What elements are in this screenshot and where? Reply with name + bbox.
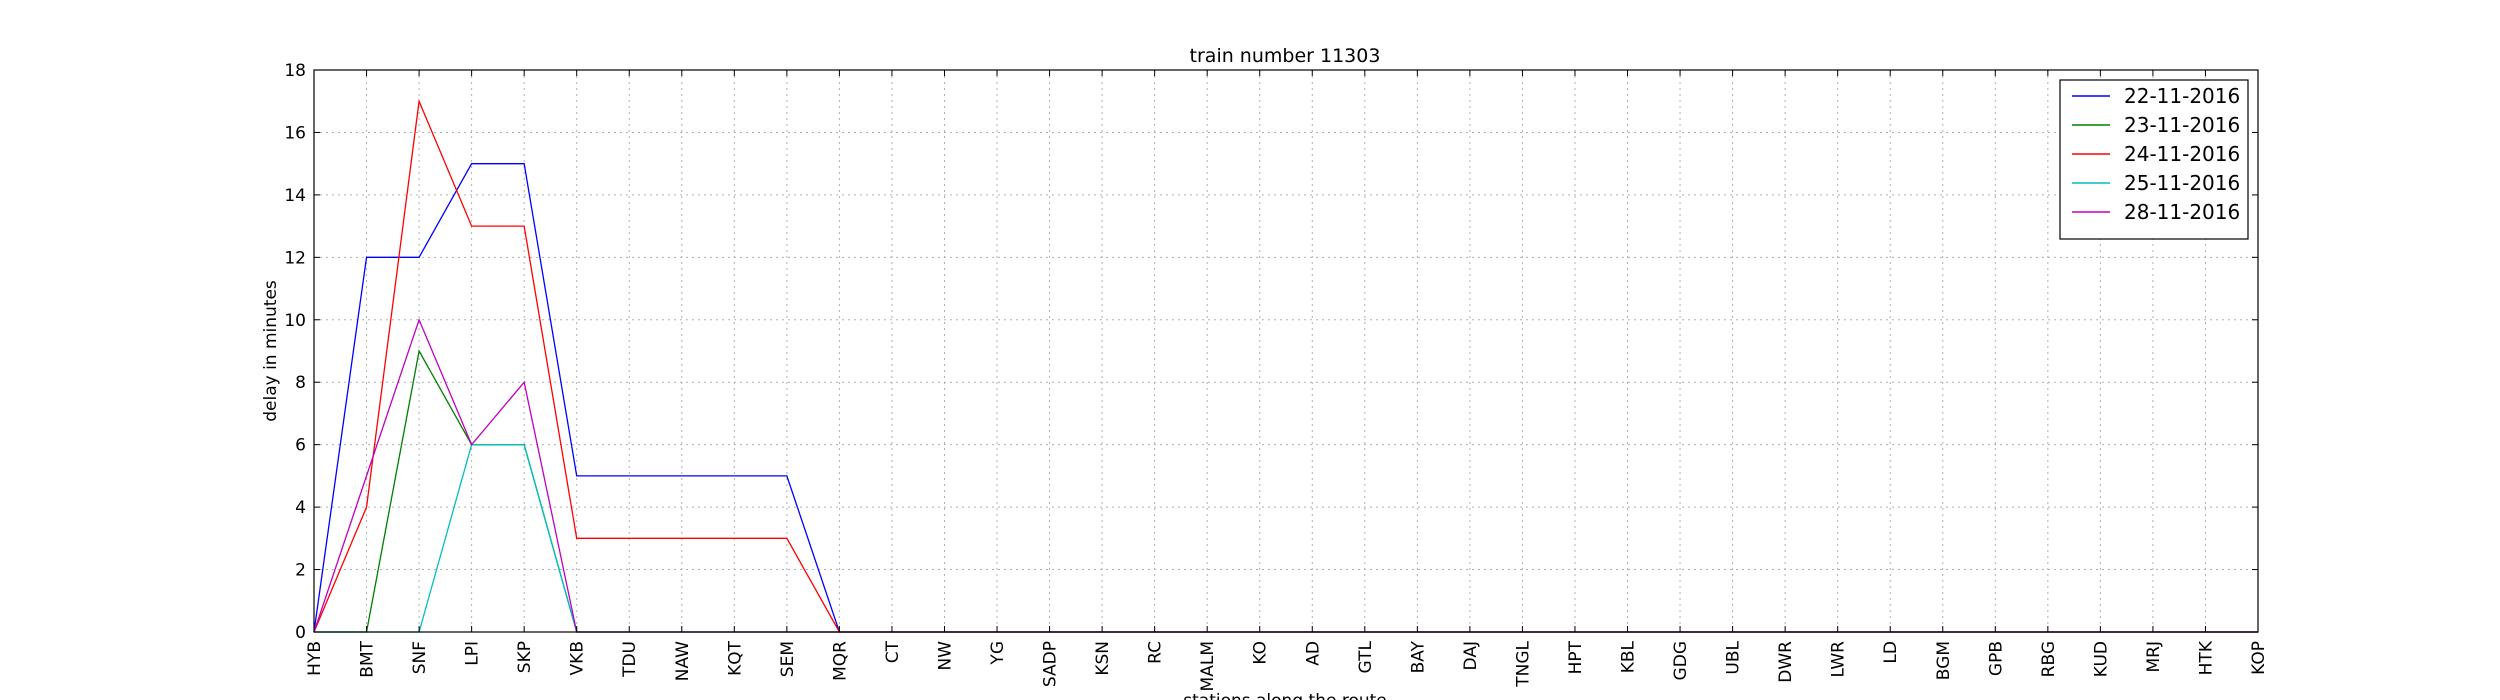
grid: [313, 69, 2259, 633]
x-tick-label: KQT: [725, 640, 745, 676]
x-axis-tick-labels: HYB BMT SNF LPI SKP VKB TDU NAW KQT SEM MQR CT NW YG S…: [305, 640, 2269, 691]
series-line-23-11-2016: [314, 349, 2258, 633]
x-tick-label: RBG: [2039, 641, 2059, 677]
x-tick-label: YG: [988, 641, 1008, 666]
series-lines: [313, 98, 2258, 633]
y-tick-label: 14: [284, 186, 306, 206]
x-axis-label: stations along the route: [1183, 691, 1387, 700]
x-tick-label: TDU: [620, 641, 640, 678]
y-tick-label: 18: [284, 61, 306, 81]
y-axis-tick-labels: 0 2 4 6 8 10 12 14 16 18: [284, 61, 306, 643]
x-tick-label: SNF: [410, 641, 430, 674]
x-tick-label: CT: [883, 640, 903, 663]
x-tick-label: MQR: [830, 641, 850, 681]
legend-entry: 22-11-2016: [2124, 84, 2240, 108]
y-tick-label: 12: [284, 248, 306, 268]
x-tick-label: MRJ: [2144, 641, 2164, 673]
x-tick-label: DWR: [1776, 641, 1796, 683]
x-tick-label: BGM: [1934, 641, 1954, 680]
x-tick-label: GPB: [1986, 641, 2006, 676]
series-line-22-11-2016: [313, 163, 2258, 633]
y-tick-label: 0: [295, 623, 306, 643]
x-tick-label: UBL: [1724, 640, 1744, 674]
x-tick-label: KOP: [2249, 641, 2269, 675]
legend-entry: 28-11-2016: [2124, 200, 2240, 224]
x-tick-label: VKB: [568, 641, 588, 675]
x-tick-label: KSN: [1093, 641, 1113, 676]
x-tick-label: GTL: [1356, 640, 1376, 673]
x-tick-label: HYB: [305, 641, 325, 676]
x-tick-label: HTK: [2196, 640, 2216, 675]
x-tick-label: SADP: [1041, 641, 1061, 687]
y-tick-label: 2: [295, 561, 306, 581]
x-tick-label: HPT: [1566, 640, 1586, 674]
x-tick-label: NAW: [673, 641, 693, 681]
y-axis-label: delay in minutes: [261, 280, 281, 422]
x-tick-label: DAJ: [1461, 641, 1481, 670]
x-tick-label: LPI: [463, 641, 483, 666]
x-tick-label: SKP: [515, 641, 535, 673]
x-tick-label: LWR: [1829, 641, 1849, 678]
x-tick-label: GDG: [1671, 641, 1691, 680]
x-tick-label: KBL: [1619, 640, 1639, 673]
y-tick-label: 8: [295, 373, 306, 393]
x-tick-label: BMT: [358, 640, 378, 677]
x-tick-label: MALM: [1198, 641, 1218, 691]
x-tick-label: AD: [1303, 641, 1323, 666]
y-tick-label: 16: [284, 123, 306, 143]
legend-entry: 25-11-2016: [2124, 171, 2240, 195]
x-tick-label: SEM: [778, 641, 798, 677]
x-tick-label: TNGL: [1513, 640, 1533, 687]
x-tick-label: NW: [935, 641, 955, 671]
legend-entry: 24-11-2016: [2124, 142, 2240, 166]
y-tick-label: 4: [295, 498, 306, 518]
legend-entry: 23-11-2016: [2124, 113, 2240, 137]
y-tick-label: 10: [284, 311, 306, 331]
x-tick-label: RC: [1146, 641, 1166, 664]
legend: 22-11-2016 23-11-2016 24-11-2016 25-11-2016…: [2059, 79, 2249, 240]
plot-area-frame: [313, 69, 2259, 633]
x-tick-label: KO: [1251, 641, 1271, 665]
x-tick-label: LD: [1881, 641, 1901, 664]
chart-title: train number 11303: [1190, 45, 1381, 67]
y-tick-label: 6: [295, 436, 306, 456]
series-line-24-11-2016: [313, 98, 2258, 633]
x-tick-label: KUD: [2091, 641, 2111, 677]
x-tick-label: BAY: [1408, 640, 1428, 673]
axis-ticks: [313, 69, 2259, 633]
